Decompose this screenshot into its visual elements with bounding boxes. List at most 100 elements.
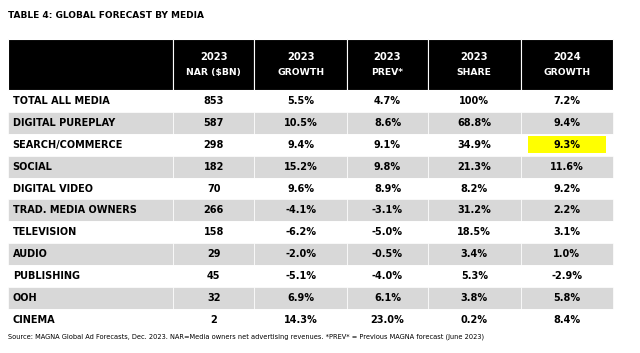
Text: 158: 158 (204, 227, 224, 237)
Text: 23.0%: 23.0% (371, 315, 404, 325)
Bar (255, 243, 347, 265)
Text: 18.5%: 18.5% (458, 227, 492, 237)
Text: 5.8%: 5.8% (553, 293, 580, 303)
Text: TOTAL ALL MEDIA: TOTAL ALL MEDIA (13, 96, 109, 106)
Bar (255, 156, 347, 178)
Bar (8, 199, 173, 221)
Text: -3.1%: -3.1% (372, 205, 403, 215)
Bar (428, 90, 520, 112)
Text: CINEMA: CINEMA (13, 315, 55, 325)
Bar (8, 221, 173, 243)
Bar (428, 112, 520, 134)
Text: 45: 45 (207, 271, 221, 281)
Bar (428, 221, 520, 243)
Bar (173, 39, 255, 90)
Bar (8, 90, 173, 112)
Text: 6.9%: 6.9% (287, 293, 314, 303)
Text: 853: 853 (204, 96, 224, 106)
Bar (428, 199, 520, 221)
Bar (173, 134, 255, 156)
Text: 5.3%: 5.3% (461, 271, 488, 281)
Text: 7.2%: 7.2% (553, 96, 580, 106)
Text: 3.1%: 3.1% (553, 227, 580, 237)
Text: 21.3%: 21.3% (458, 162, 491, 172)
Bar (173, 287, 255, 309)
Text: 10.5%: 10.5% (284, 118, 317, 128)
Text: 2023: 2023 (287, 52, 314, 62)
Text: 8.9%: 8.9% (374, 184, 401, 193)
Bar (347, 112, 428, 134)
Text: 2023: 2023 (200, 52, 228, 62)
Bar (428, 156, 520, 178)
Bar (8, 134, 173, 156)
Text: AUDIO: AUDIO (13, 249, 47, 259)
Text: 266: 266 (204, 205, 224, 215)
Text: 9.8%: 9.8% (374, 162, 401, 172)
Bar (255, 39, 347, 90)
Bar (520, 199, 613, 221)
Text: PREV*: PREV* (371, 68, 403, 77)
Text: 9.4%: 9.4% (287, 140, 314, 150)
Text: 9.2%: 9.2% (553, 184, 580, 193)
Text: 100%: 100% (460, 96, 490, 106)
Text: SOCIAL: SOCIAL (13, 162, 52, 172)
Bar (8, 112, 173, 134)
Bar (255, 287, 347, 309)
Bar (520, 265, 613, 287)
Text: 34.9%: 34.9% (458, 140, 491, 150)
Bar (428, 287, 520, 309)
Text: PUBLISHING: PUBLISHING (13, 271, 79, 281)
Bar (8, 309, 173, 331)
Bar (428, 39, 520, 90)
Bar (347, 178, 428, 199)
Bar (428, 243, 520, 265)
Bar (528, 136, 605, 153)
Text: Source: MAGNA Global Ad Forecasts, Dec. 2023. NAR=Media owners net advertising r: Source: MAGNA Global Ad Forecasts, Dec. … (8, 334, 484, 340)
Bar (347, 199, 428, 221)
Bar (347, 243, 428, 265)
Text: 3.4%: 3.4% (461, 249, 488, 259)
Bar (173, 178, 255, 199)
Bar (8, 39, 173, 90)
Text: DIGITAL VIDEO: DIGITAL VIDEO (13, 184, 93, 193)
Bar (428, 134, 520, 156)
Text: -4.0%: -4.0% (372, 271, 403, 281)
Text: 8.2%: 8.2% (461, 184, 488, 193)
Bar (173, 199, 255, 221)
Bar (255, 178, 347, 199)
Text: 2.2%: 2.2% (553, 205, 580, 215)
Text: 2024: 2024 (553, 52, 580, 62)
Bar (255, 199, 347, 221)
Bar (8, 265, 173, 287)
Bar (255, 309, 347, 331)
Text: GROWTH: GROWTH (277, 68, 324, 77)
Bar (347, 221, 428, 243)
Text: OOH: OOH (13, 293, 37, 303)
Bar (255, 134, 347, 156)
Text: 298: 298 (204, 140, 224, 150)
Bar (428, 265, 520, 287)
Text: 182: 182 (204, 162, 224, 172)
Text: 2023: 2023 (461, 52, 488, 62)
Text: 15.2%: 15.2% (284, 162, 317, 172)
Bar (255, 265, 347, 287)
Bar (255, 112, 347, 134)
Bar (347, 287, 428, 309)
Text: 9.4%: 9.4% (553, 118, 580, 128)
Bar (8, 156, 173, 178)
Bar (428, 178, 520, 199)
Bar (520, 243, 613, 265)
Text: 5.5%: 5.5% (287, 96, 314, 106)
Text: 4.7%: 4.7% (374, 96, 401, 106)
Text: DIGITAL PUREPLAY: DIGITAL PUREPLAY (13, 118, 115, 128)
Text: TABLE 4: GLOBAL FORECAST BY MEDIA: TABLE 4: GLOBAL FORECAST BY MEDIA (8, 11, 204, 19)
Text: 68.8%: 68.8% (458, 118, 492, 128)
Text: 6.1%: 6.1% (374, 293, 401, 303)
Text: -6.2%: -6.2% (285, 227, 316, 237)
Text: 0.2%: 0.2% (461, 315, 488, 325)
Text: SHARE: SHARE (457, 68, 492, 77)
Text: 2: 2 (211, 315, 217, 325)
Text: 8.4%: 8.4% (553, 315, 580, 325)
Bar (520, 221, 613, 243)
Bar (255, 221, 347, 243)
